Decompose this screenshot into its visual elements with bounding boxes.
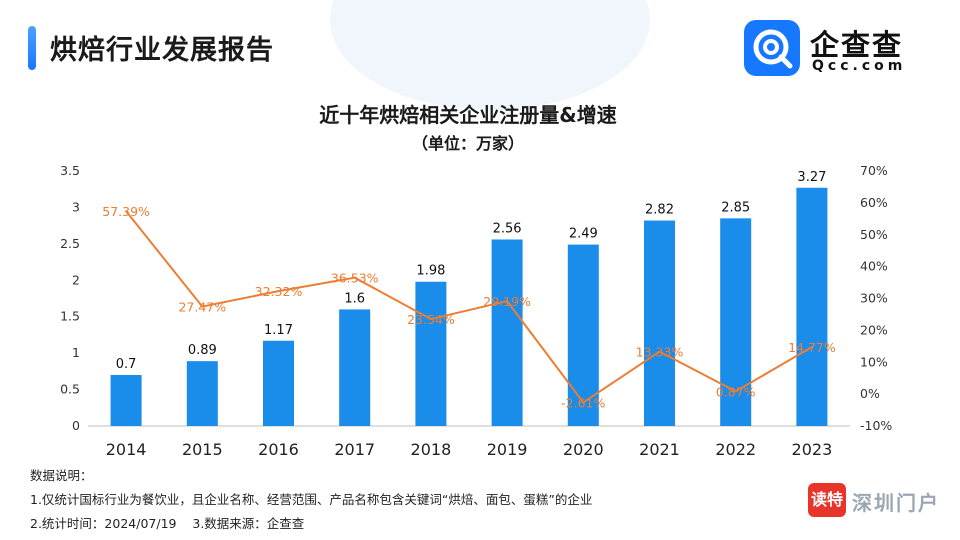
bar-value-label: 2.85: [721, 200, 750, 215]
x-tick-label: 2022: [715, 440, 756, 459]
x-tick-label: 2016: [258, 440, 299, 459]
bar-value-label: 1.6: [344, 291, 365, 306]
x-tick-label: 2020: [563, 440, 604, 459]
left-tick-label: 0: [72, 418, 80, 433]
line-point-label: 32.32%: [255, 284, 303, 299]
x-tick-label: 2021: [639, 440, 680, 459]
x-tick-label: 2023: [792, 440, 833, 459]
data-notes: 数据说明： 1.仅统计国标行业为餐饮业，且企业名称、经营范围、产品名称包含关键词…: [30, 464, 592, 536]
x-tick-label: 2014: [106, 440, 147, 459]
left-tick-label: 1.5: [60, 309, 80, 324]
bar-value-label: 0.7: [116, 357, 137, 372]
line-point-label: 36.53%: [331, 271, 379, 286]
left-tick-label: 2: [72, 272, 80, 287]
right-tick-label: -10%: [860, 418, 892, 433]
chart-subtitle: （单位：万家）: [412, 134, 524, 153]
bar-value-label: 2.82: [645, 203, 674, 218]
bar: [415, 281, 447, 426]
logo-subtext: Qcc.com: [812, 58, 907, 74]
line-point-label: 0.87%: [716, 384, 756, 399]
bar: [339, 309, 371, 426]
left-tick-label: 1: [72, 345, 80, 360]
bar-value-label: 2.56: [493, 221, 522, 236]
line-point-label: 14.77%: [788, 340, 836, 355]
left-axis: 0 0.5 1 1.5 2 2.5 3 3.5: [60, 163, 80, 433]
qcc-logo-icon: [744, 20, 800, 76]
line-point-label: 13.33%: [636, 345, 684, 360]
left-tick-label: 3: [72, 199, 80, 214]
x-tick-label: 2015: [182, 440, 223, 459]
line-series: 57.39% 27.47% 32.32% 36.53% 23.54% 29.19% -2.6…: [102, 204, 836, 410]
notes-line-2: 2.统计时间：2024/07/19 3.数据来源：企查查: [30, 516, 305, 531]
page-title: 烘焙行业发展报告: [50, 35, 274, 66]
bar-value-label: 1.17: [264, 323, 293, 338]
bar-value-label: 3.27: [797, 170, 826, 185]
left-tick-label: 3.5: [60, 163, 80, 178]
right-tick-label: 20%: [860, 322, 888, 337]
x-tick-label: 2018: [411, 440, 452, 459]
bar: [186, 361, 218, 426]
growth-line: [125, 210, 813, 404]
watermark: 读特 深圳门户: [808, 483, 948, 517]
bar-series: 0.7 0.89 1.17 1.6 1.98 2.56 2.49 2.82 2.85 3.27: [110, 170, 828, 426]
notes-heading: 数据说明：: [30, 468, 93, 483]
line-point-label: 23.54%: [407, 312, 455, 327]
right-tick-label: 30%: [860, 291, 888, 306]
chart-title: 近十年烘焙相关企业注册量&增速: [319, 103, 616, 127]
bar-value-label: 1.98: [416, 264, 445, 279]
line-point-label: 27.47%: [178, 300, 226, 315]
bar: [263, 340, 294, 426]
x-tick-label: 2019: [487, 440, 528, 459]
right-tick-label: 70%: [860, 163, 888, 178]
line-point-label: 29.19%: [483, 294, 531, 309]
qcc-logo-glyph: [753, 29, 793, 69]
bar: [491, 239, 523, 426]
line-point-label: -2.61%: [561, 395, 605, 410]
right-tick-label: 0%: [860, 386, 880, 401]
title-accent-bar: [28, 26, 36, 70]
bar-value-label: 2.49: [569, 227, 598, 242]
x-axis-labels: 2014 2015 2016 2017 2018 2019 2020 2021 2022 2023: [106, 440, 833, 459]
logo-name: 企查查: [810, 28, 904, 62]
right-tick-label: 40%: [860, 259, 888, 274]
watermark-text: 深圳门户: [852, 491, 940, 515]
watermark-badge: 读特: [808, 483, 846, 517]
right-tick-label: 50%: [860, 227, 888, 242]
right-axis: -10% 0% 10% 20% 30% 40% 50% 60% 70%: [860, 163, 892, 433]
brand-logo: 企查查 Qcc.com: [744, 20, 930, 80]
bar: [110, 375, 142, 426]
right-tick-label: 60%: [860, 195, 888, 210]
right-tick-label: 10%: [860, 354, 888, 369]
bar: [796, 187, 828, 426]
bar: [644, 220, 675, 426]
notes-line-1: 1.仅统计国标行业为餐饮业，且企业名称、经营范围、产品名称包含关键词“烘焙、面包…: [30, 492, 593, 507]
left-tick-label: 2.5: [60, 236, 80, 251]
bar-value-label: 0.89: [188, 343, 217, 358]
left-tick-label: 0.5: [60, 382, 80, 397]
line-point-label: 57.39%: [102, 204, 150, 219]
x-tick-label: 2017: [334, 440, 375, 459]
